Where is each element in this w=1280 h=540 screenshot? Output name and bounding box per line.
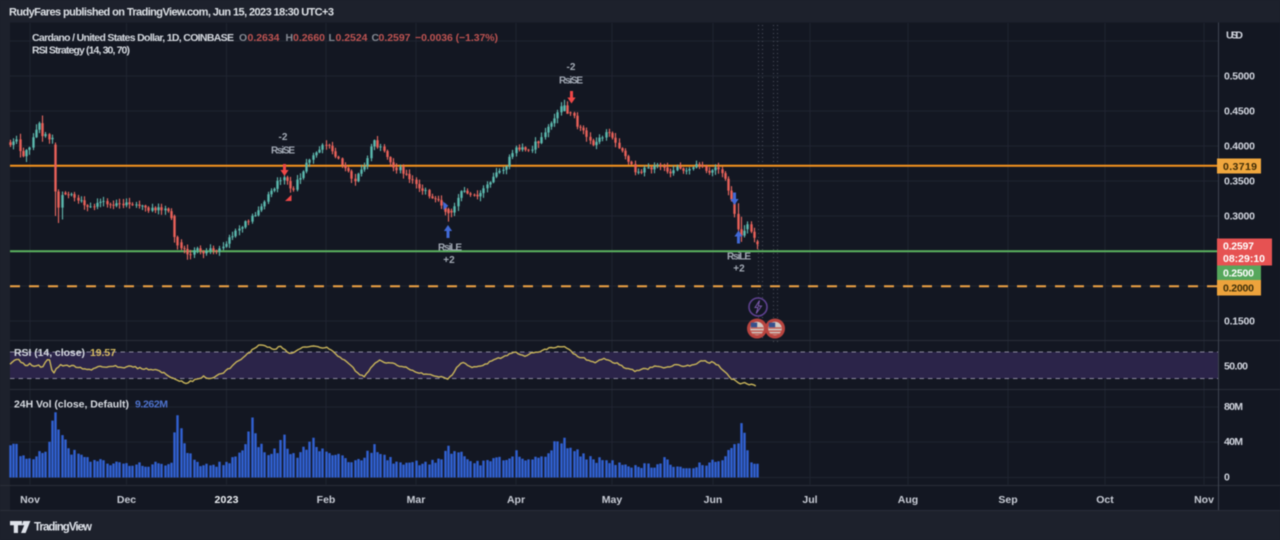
svg-text:0.3719: 0.3719 (1223, 161, 1257, 173)
svg-text:0.2634: 0.2634 (248, 32, 280, 44)
svg-text:0.2597: 0.2597 (379, 32, 411, 44)
svg-text:+2: +2 (733, 264, 745, 275)
svg-text:+2: +2 (443, 255, 455, 266)
svg-text:0: 0 (1224, 472, 1230, 484)
svg-text:24H Vol (close, Default): 24H Vol (close, Default) (14, 399, 129, 411)
svg-text:Jul: Jul (802, 494, 817, 506)
svg-text:O: O (239, 32, 247, 44)
svg-text:Mar: Mar (407, 494, 426, 506)
svg-text:Jun: Jun (704, 494, 723, 506)
svg-text:−0.0036 (−1.37%): −0.0036 (−1.37%) (415, 32, 498, 44)
svg-text:0.1500: 0.1500 (1224, 316, 1255, 328)
svg-text:RSI Strategy (14, 30, 70): RSI Strategy (14, 30, 70) (32, 45, 130, 57)
svg-text:0.5000: 0.5000 (1224, 71, 1255, 83)
svg-text:L: L (329, 32, 336, 44)
svg-text:40M: 40M (1224, 436, 1243, 448)
svg-text:0.2660: 0.2660 (293, 32, 325, 44)
svg-text:Sep: Sep (998, 494, 1017, 506)
svg-text:C: C (372, 32, 380, 44)
svg-text:0.2524: 0.2524 (336, 32, 368, 44)
svg-text:RsiLE: RsiLE (727, 252, 751, 263)
svg-text:0.4500: 0.4500 (1224, 106, 1255, 118)
svg-text:Nov: Nov (20, 494, 40, 506)
svg-text:RsiSE: RsiSE (559, 76, 583, 87)
svg-text:Dec: Dec (117, 494, 136, 506)
svg-text:H: H (286, 32, 294, 44)
svg-text:RSI (14, close): RSI (14, close) (14, 347, 85, 359)
svg-text:08:29:10: 08:29:10 (1223, 253, 1265, 265)
svg-text:May: May (602, 494, 623, 506)
svg-text:0.2597: 0.2597 (1223, 241, 1254, 253)
svg-text:Oct: Oct (1096, 494, 1114, 506)
svg-text:RsiLE: RsiLE (438, 243, 462, 254)
svg-text:50.00: 50.00 (1224, 360, 1248, 372)
svg-text:Nov: Nov (1194, 494, 1214, 506)
svg-text:0.4000: 0.4000 (1224, 141, 1255, 153)
svg-text:9.262M: 9.262M (135, 399, 168, 411)
svg-text:2023: 2023 (215, 494, 239, 506)
svg-text:Feb: Feb (317, 494, 336, 506)
svg-text:80M: 80M (1224, 401, 1243, 413)
svg-text:0.3500: 0.3500 (1224, 176, 1255, 188)
svg-text:19.57: 19.57 (90, 347, 116, 359)
svg-text:RsiSE: RsiSE (271, 146, 295, 157)
svg-text:Aug: Aug (898, 494, 918, 506)
svg-text:0.2500: 0.2500 (1223, 268, 1254, 280)
svg-text:0.3000: 0.3000 (1224, 211, 1255, 223)
svg-text:-2: -2 (279, 132, 288, 143)
svg-text:Apr: Apr (507, 494, 525, 506)
svg-text:TradingView: TradingView (34, 522, 92, 534)
svg-text:-2: -2 (567, 62, 576, 73)
svg-text:RudyFares published on Trading: RudyFares published on TradingView.com, … (9, 7, 334, 19)
svg-text:0.2000: 0.2000 (1223, 283, 1254, 295)
svg-text:USD: USD (1226, 30, 1243, 42)
svg-text:Cardano / United States Dollar: Cardano / United States Dollar, 1D, COIN… (32, 32, 234, 44)
